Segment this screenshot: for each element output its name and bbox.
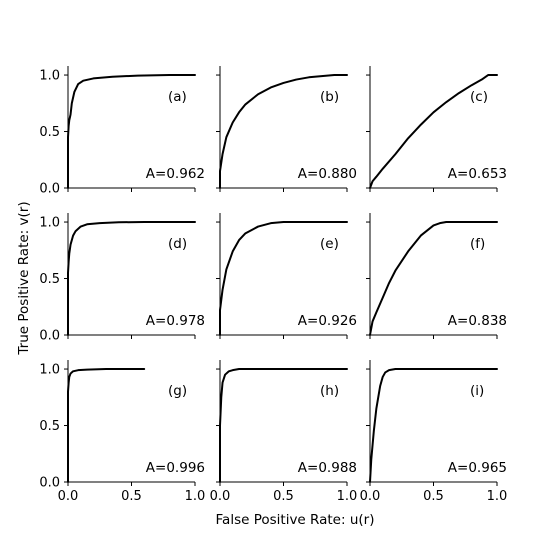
y-tick-label: 1.0 — [39, 69, 60, 84]
panel-tag: (i) — [470, 383, 484, 399]
roc-panel-6: (f) A=0.838 — [366, 213, 507, 339]
auc-label: A=0.978 — [146, 313, 205, 329]
roc-panel-2: (b) A=0.880 — [216, 66, 357, 192]
roc-curve — [369, 221, 498, 336]
roc-curve — [219, 368, 348, 483]
auc-label: A=0.988 — [298, 460, 357, 476]
auc-label: A=0.996 — [146, 460, 205, 476]
roc-curve — [67, 368, 146, 483]
auc-label: A=0.838 — [448, 313, 507, 329]
auc-label: A=0.926 — [298, 313, 357, 329]
roc-curve — [67, 221, 196, 336]
y-tick-label: 0.0 — [39, 329, 60, 344]
y-tick-label: 0.0 — [39, 182, 60, 197]
y-tick-label: 1.0 — [39, 216, 60, 231]
x-tick-label: 0.5 — [423, 489, 444, 504]
panel-tag: (e) — [320, 236, 339, 252]
roc-panel-4: 0.0 0.5 1.0 (d) A=0.978 — [39, 213, 205, 344]
x-tick-label: 0.0 — [360, 489, 381, 504]
panel-tag: (d) — [168, 236, 187, 252]
roc-curve — [219, 221, 348, 336]
auc-label: A=0.965 — [448, 460, 507, 476]
y-tick-label: 1.0 — [39, 363, 60, 378]
panel-tag: (h) — [320, 383, 339, 399]
y-tick-label: 0.5 — [39, 419, 60, 434]
roc-panel-8: 0.0 0.5 1.0 (h) A=0.988 — [210, 360, 358, 504]
auc-label: A=0.880 — [298, 166, 357, 182]
roc-curve — [67, 74, 196, 189]
x-tick-label: 0.5 — [121, 489, 142, 504]
y-tick-label: 0.5 — [39, 125, 60, 140]
roc-curve — [369, 368, 498, 483]
y-axis-label: True Positive Rate: v(r) — [16, 201, 32, 355]
panel-tag: (f) — [470, 236, 485, 252]
x-tick-label: 0.0 — [58, 489, 79, 504]
y-tick-label: 0.5 — [39, 272, 60, 287]
roc-panel-5: (e) A=0.926 — [216, 213, 357, 339]
panel-tag: (a) — [168, 89, 187, 105]
roc-panel-1: 0.0 0.5 1.0 (a) A=0.962 — [39, 66, 205, 197]
roc-panel-3: (c) A=0.653 — [366, 66, 507, 192]
x-tick-label: 0.5 — [273, 489, 294, 504]
panel-tag: (g) — [168, 383, 187, 399]
x-tick-label: 1.0 — [185, 489, 206, 504]
auc-label: A=0.962 — [146, 166, 205, 182]
y-tick-label: 0.0 — [39, 476, 60, 491]
auc-label: A=0.653 — [448, 166, 507, 182]
roc-curve — [219, 74, 348, 189]
x-tick-label: 1.0 — [337, 489, 358, 504]
x-tick-label: 1.0 — [487, 489, 508, 504]
panel-tag: (c) — [470, 89, 488, 105]
roc-panel-7: 0.0 0.5 1.0 0.0 0.5 1.0 (g) A=0.996 — [39, 360, 205, 504]
roc-panel-9: 0.0 0.5 1.0 (i) A=0.965 — [360, 360, 508, 504]
panel-tag: (b) — [320, 89, 339, 105]
roc-curve — [369, 74, 498, 189]
x-axis-label: False Positive Rate: u(r) — [216, 512, 375, 528]
x-tick-label: 0.0 — [210, 489, 231, 504]
panel-grid: 0.0 0.5 1.0 (a) A=0.962 (b) A=0.880 (c) A=0.653 0… — [39, 66, 507, 504]
